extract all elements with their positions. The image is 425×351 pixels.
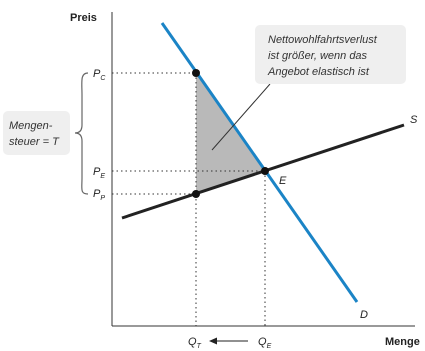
price-label-pc: PC	[93, 68, 106, 82]
callout-line3: Angebot elastisch ist	[267, 66, 370, 78]
price-label-pp: PP	[93, 188, 105, 202]
callout-line2: ist größer, wenn das	[268, 50, 368, 62]
equilibrium-point	[261, 167, 269, 175]
supply-curve-label: S	[410, 114, 418, 126]
price-label-pe: PE	[93, 166, 105, 180]
tax-label-box	[3, 111, 70, 155]
equilibrium-label: E	[279, 175, 287, 187]
pc-point	[192, 69, 200, 77]
tax-label-line1: Mengen-	[9, 120, 53, 132]
callout-box	[255, 25, 406, 84]
quantity-label-qe: QE	[258, 336, 272, 350]
guide-lines	[112, 72, 266, 326]
tax-brace	[74, 72, 89, 195]
quantity-reduction-arrow	[209, 337, 248, 345]
callout-line1: Nettowohlfahrtsverlust	[268, 34, 378, 46]
callout-leader-line	[211, 83, 271, 151]
pp-point	[192, 190, 200, 198]
deadweight-loss-triangle	[196, 73, 265, 194]
x-axis-title: Menge	[385, 336, 420, 348]
y-axis-title: Preis	[70, 12, 97, 24]
tax-label-line2: steuer = T	[9, 136, 60, 148]
demand-curve-label: D	[360, 309, 368, 321]
quantity-label-qt: QT	[188, 336, 202, 350]
